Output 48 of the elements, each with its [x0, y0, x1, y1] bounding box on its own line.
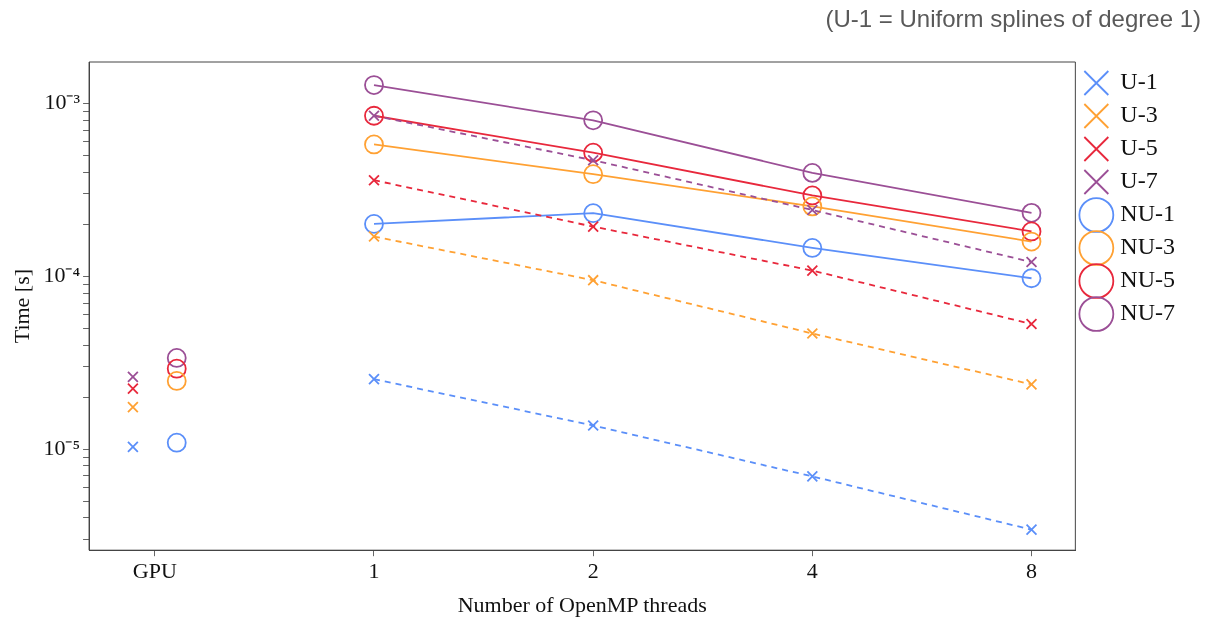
legend-label: U-3 [1120, 101, 1158, 128]
point [802, 196, 823, 217]
legend-label: U-5 [1120, 134, 1158, 161]
point [802, 185, 823, 206]
x-tick-label: 2 [587, 558, 599, 584]
point [806, 264, 819, 277]
point [368, 373, 380, 386]
point [583, 203, 604, 224]
point [368, 230, 380, 243]
point [587, 419, 600, 432]
y-tick-label: 10⁻⁴ [43, 262, 81, 288]
point [583, 142, 604, 163]
point [802, 162, 823, 183]
legend-label: NU-5 [1120, 266, 1175, 293]
point [1025, 318, 1038, 330]
point [364, 214, 384, 234]
point [587, 220, 600, 233]
point [1025, 378, 1038, 391]
point [368, 174, 380, 187]
x-tick-label: 4 [806, 558, 818, 584]
y-tick-label: 10⁻⁵ [43, 434, 81, 460]
x-tick-label: 1 [368, 558, 380, 584]
legend-label: NU-3 [1120, 233, 1175, 260]
point [1021, 231, 1042, 252]
point [1025, 523, 1038, 536]
point [806, 327, 819, 340]
x-axis-title: Number of OpenMP threads [457, 591, 707, 617]
y-axis-title: Time [s] [8, 268, 34, 344]
y-tick-label: 10⁻³ [44, 89, 81, 115]
x-tick-label: 8 [1026, 558, 1038, 584]
point [364, 75, 384, 95]
point [1021, 202, 1042, 223]
point [1021, 221, 1042, 242]
point [1025, 256, 1038, 268]
text: (U-1 = Uniform splines of degree 1) [825, 4, 1201, 32]
legend-label: NU-7 [1120, 299, 1175, 326]
legend-label: U-7 [1120, 167, 1158, 194]
point [583, 110, 604, 131]
point [587, 274, 600, 287]
point [806, 470, 819, 483]
point [587, 154, 600, 167]
point [364, 134, 384, 155]
point [1021, 268, 1042, 289]
point [583, 164, 604, 185]
x-tick-label: GPU [132, 558, 177, 584]
point [802, 238, 823, 258]
legend-label: U-1 [1120, 68, 1158, 95]
legend-label: NU-1 [1120, 200, 1175, 227]
